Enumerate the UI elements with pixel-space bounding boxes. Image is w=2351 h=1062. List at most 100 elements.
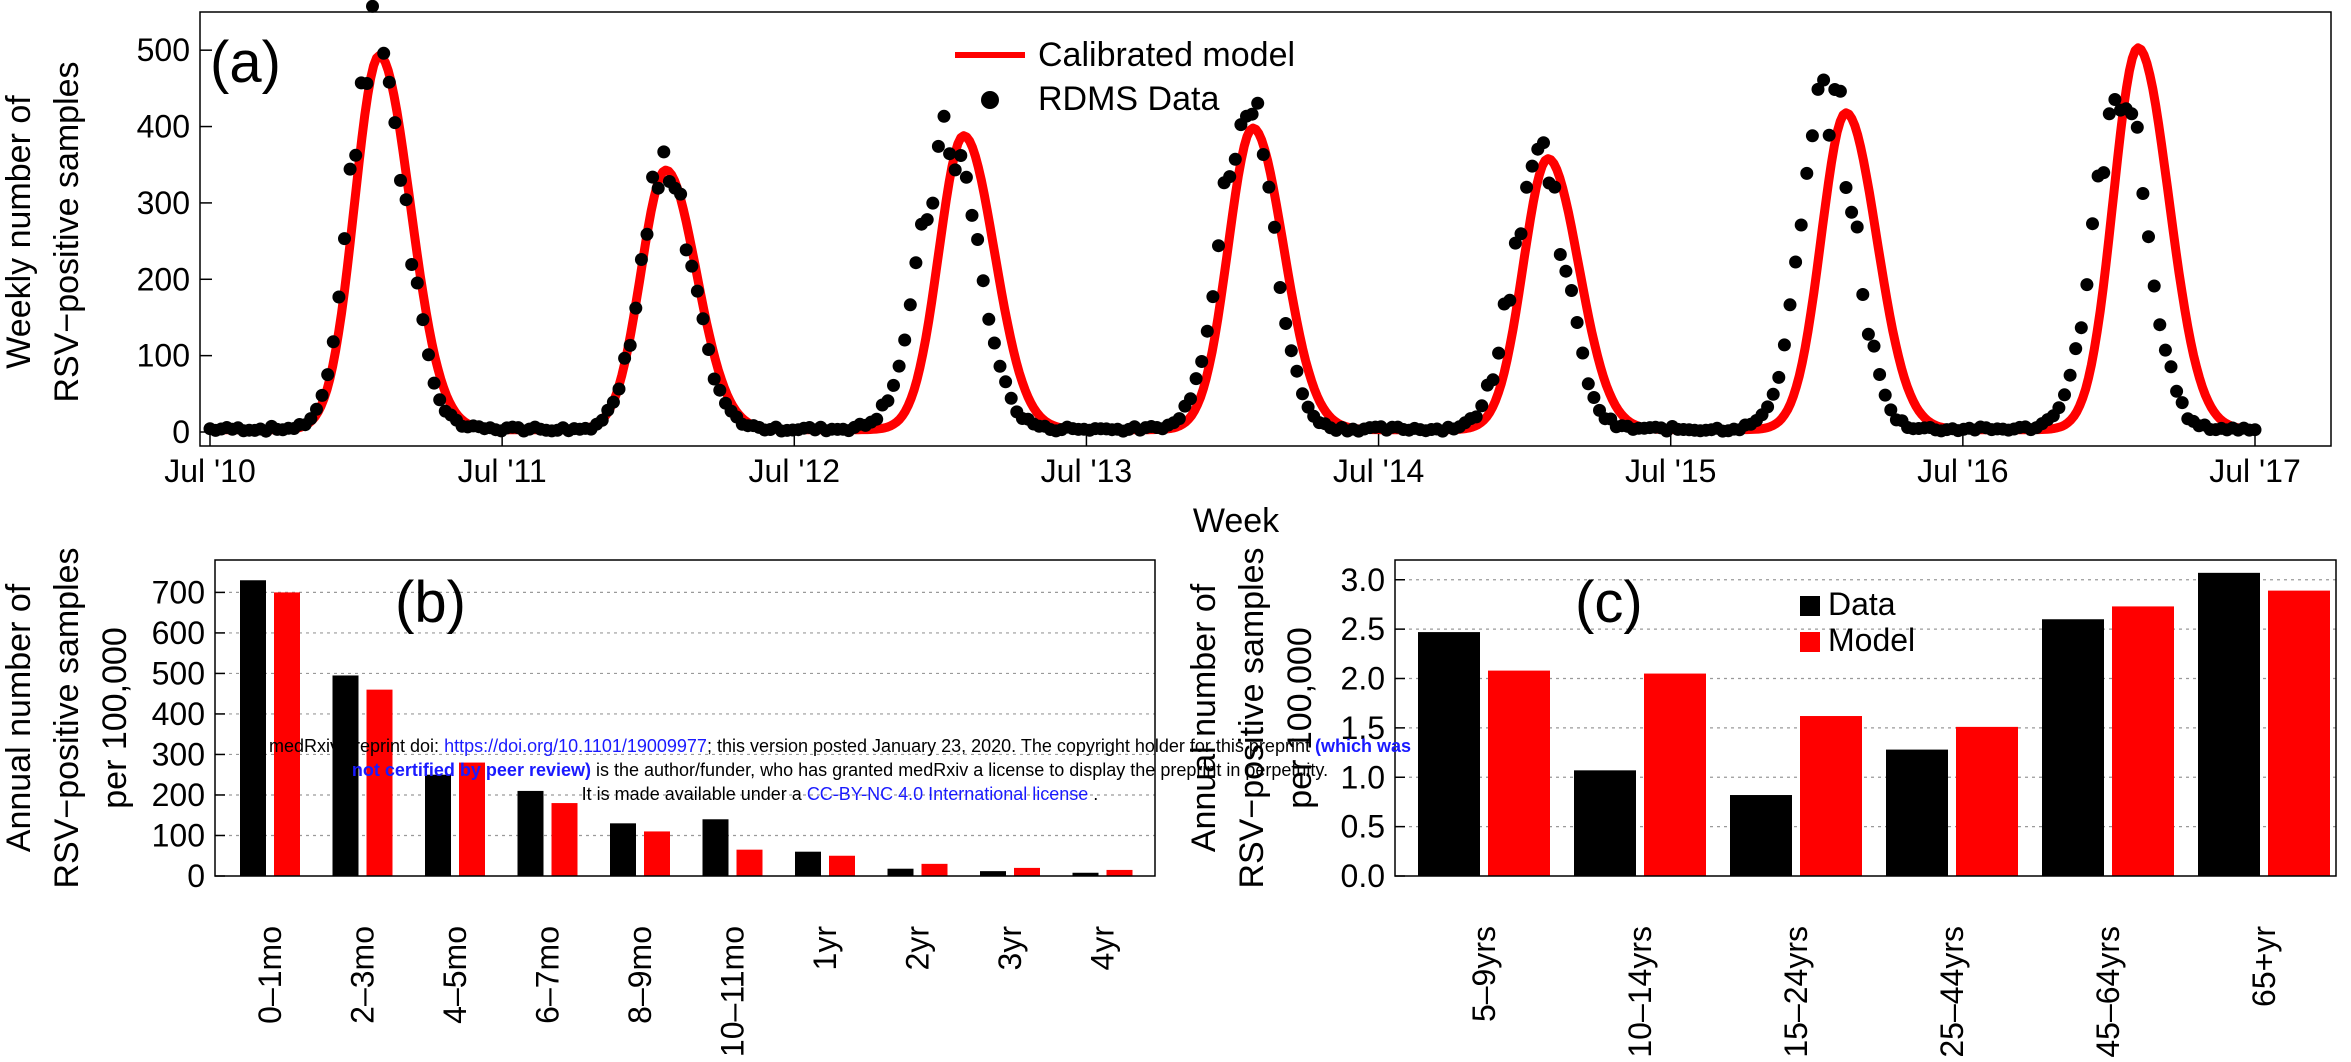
rdms-data-point	[2097, 166, 2111, 180]
panel-b-bars	[240, 580, 1133, 876]
panel-b-bar-data	[425, 774, 451, 876]
rdms-data-point	[707, 372, 721, 386]
panel-a-xtick-label: Jul '17	[2209, 453, 2301, 489]
rdms-data-point	[651, 181, 665, 195]
rdms-data-point	[2142, 230, 2155, 244]
panel-b-ytick-label: 100	[152, 817, 205, 853]
rdms-data-point	[993, 359, 1007, 373]
rdms-data-point	[427, 376, 441, 390]
calibrated-model-line	[208, 43, 2257, 435]
rdms-data-point	[702, 343, 716, 356]
rdms-data-point	[2080, 278, 2094, 292]
rdms-data-point	[629, 301, 643, 315]
rdms-data-point	[903, 298, 917, 312]
panel-b-category-label: 3yr	[992, 926, 1028, 971]
panel-b-ytick-label: 500	[152, 655, 205, 691]
panel-c-ticks: 0.0 0.5 1.0 1.5 2.0 2.5 3.0 5–9yrs 10–14yrs 15–24…	[1341, 562, 2282, 1058]
rdms-data-point	[433, 393, 447, 407]
panel-c-category-label: 45–64yrs	[2090, 926, 2126, 1058]
legend-model-label: Calibrated model	[1038, 36, 1295, 74]
panel-c-legend: Data Model	[1800, 586, 1915, 658]
rdms-data-point	[1766, 387, 1780, 401]
rdms-data-point	[1777, 338, 1791, 352]
watermark-line3-suffix: .	[1088, 784, 1099, 804]
legend-data-swatch	[981, 91, 999, 109]
rdms-data-point	[2175, 396, 2189, 410]
rdms-data-point	[595, 413, 609, 427]
rdms-data-point	[416, 313, 430, 327]
panel-b-bar-model	[551, 803, 578, 876]
panel-b-bar-model	[736, 849, 763, 876]
panel-b-bar-data	[240, 580, 266, 876]
panel-c-bar-data	[1730, 795, 1792, 876]
license-link[interactable]: CC-BY-NC 4.0 International license	[806, 784, 1089, 804]
panel-b-bar-data	[887, 868, 914, 876]
rdms-data-point	[326, 335, 340, 349]
panel-b-ytick-label: 200	[152, 777, 205, 813]
panel-b-ytick-label: 400	[152, 696, 205, 732]
rdms-data-point	[685, 259, 699, 273]
panel-c-bar-model	[1488, 670, 1550, 876]
panel-c-ytick-label: 2.5	[1341, 611, 1385, 647]
rdms-data-point	[360, 77, 374, 90]
doi-link[interactable]: https://doi.org/10.1101/19009977	[444, 736, 707, 756]
panel-a-xtick-label: Jul '13	[1041, 453, 1133, 489]
rdms-data-point	[1212, 239, 1225, 253]
rdms-data-point	[315, 388, 329, 402]
rdms-data-point	[2153, 318, 2167, 332]
rdms-data-point	[1206, 290, 1220, 304]
rdms-data-point	[2102, 107, 2116, 121]
panel-b-bar-data	[980, 871, 1006, 876]
panel-c-label: (c)	[1575, 570, 1643, 635]
rdms-data-point	[405, 258, 419, 271]
rdms-data-point	[2136, 187, 2150, 200]
rdms-data-point	[892, 359, 906, 373]
panel-b-category-label: 4–5mo	[437, 926, 473, 1024]
panel-b-category-label: 1yr	[807, 926, 843, 971]
panel-b-bar-model	[921, 863, 948, 876]
rdms-data-point	[1245, 107, 1259, 121]
rdms-data-point	[1492, 346, 1506, 360]
rdms-data-point	[338, 232, 351, 246]
rdms-data-point	[606, 395, 620, 409]
rdms-data-point	[382, 75, 396, 89]
panel-b-bar-data	[702, 819, 729, 876]
rdms-data-point	[870, 412, 884, 426]
rdms-data-point	[1772, 370, 1786, 384]
rdms-data-point	[2086, 217, 2099, 231]
rdms-data-point	[2158, 343, 2172, 357]
panel-c-adult-chart: 0.0 0.5 1.0 1.5 2.0 2.5 3.0 5–9yrs 10–14yrs 15–24…	[1185, 547, 2337, 1058]
panel-b-bar-data	[1072, 872, 1099, 876]
rdms-data-point	[1839, 181, 1853, 194]
panel-c-grid	[1395, 579, 2336, 828]
rdms-data-point	[1570, 316, 1584, 329]
rdms-data-point	[959, 170, 973, 184]
panel-c-bar-data	[2198, 572, 2260, 876]
rdms-data-point	[1251, 96, 1265, 110]
rdms-data-point	[1884, 403, 1898, 417]
panel-c-ytick-label: 2.0	[1341, 661, 1385, 697]
rdms-data-point	[926, 196, 940, 210]
panel-c-bar-data	[1574, 770, 1636, 876]
panel-c-ytick-label: 1.0	[1341, 759, 1385, 795]
panel-a-ytick-label: 100	[137, 338, 190, 374]
panel-b-ytick-label: 0	[187, 858, 205, 894]
watermark-prefix: medRxiv preprint doi:	[268, 736, 445, 756]
panel-a-ylabel-line2: RSV−positive samples	[48, 61, 86, 402]
rdms-data-point	[965, 208, 979, 222]
rdms-data-point	[2069, 342, 2083, 356]
rdms-data-point	[982, 312, 996, 326]
legend-c-model-label: Model	[1828, 622, 1915, 658]
rdms-data-point	[1172, 412, 1186, 426]
watermark-line-1: medRxiv preprint doi: https://doi.org/10…	[130, 734, 1550, 758]
rdms-data-point	[399, 193, 413, 207]
rdms-data-point	[943, 147, 957, 161]
rdms-data-point	[1284, 344, 1298, 358]
rdms-data-point	[388, 116, 402, 130]
panel-b-bar-model	[1014, 867, 1040, 876]
panel-b-category-label: 6–7mo	[530, 926, 566, 1024]
panel-b-infant-chart: 0 100 200 300 400 500 600 700 0–1mo 2–3mo 4–5mo 6–7…	[0, 547, 1156, 1057]
rdms-data-point	[2052, 401, 2066, 415]
rdms-data-point	[713, 383, 727, 397]
rdms-data-point	[1850, 220, 1864, 234]
